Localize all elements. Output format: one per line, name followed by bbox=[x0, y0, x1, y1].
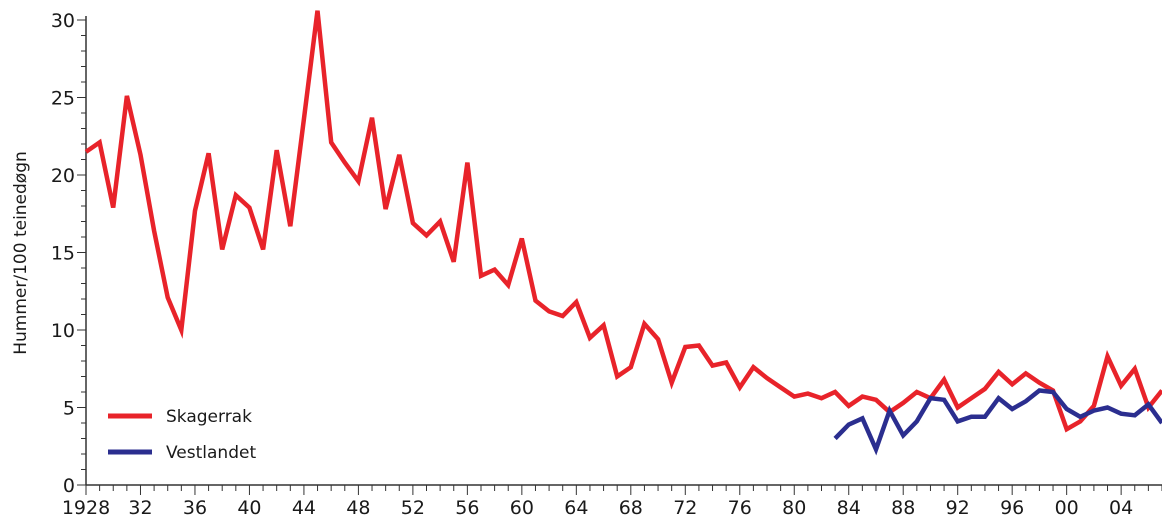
x-tick-label: 44 bbox=[292, 497, 316, 518]
y-tick-label: 25 bbox=[51, 88, 75, 110]
x-tick-label: 88 bbox=[891, 497, 915, 518]
y-tick-label: 5 bbox=[63, 398, 75, 420]
x-tick-label: 56 bbox=[455, 497, 479, 518]
y-tick-label: 15 bbox=[51, 243, 75, 265]
x-tick-label: 60 bbox=[510, 497, 534, 518]
y-tick-label: 20 bbox=[51, 165, 75, 187]
legend: Skagerrak Vestlandet bbox=[108, 407, 256, 463]
x-tick-label: 40 bbox=[237, 497, 261, 518]
x-tick-label: 64 bbox=[564, 497, 588, 518]
x-tick-label: 84 bbox=[837, 497, 861, 518]
legend-label-skagerrak: Skagerrak bbox=[166, 407, 252, 427]
x-tick-label: 80 bbox=[782, 497, 806, 518]
y-tick-label: 0 bbox=[63, 475, 75, 497]
x-tick-label: 92 bbox=[946, 497, 970, 518]
series-line-vestlandet bbox=[833, 388, 1162, 456]
x-tick-label: 00 bbox=[1055, 497, 1079, 518]
x-tick-label: 96 bbox=[1000, 497, 1024, 518]
y-axis-title: Hummer/100 teinedøgn bbox=[11, 151, 31, 355]
x-tick-label: 32 bbox=[128, 497, 152, 518]
y-tick-label: 30 bbox=[51, 10, 75, 32]
series-layer bbox=[84, 10, 1162, 456]
legend-label-vestlandet: Vestlandet bbox=[166, 443, 256, 463]
x-tick-label: 1928 bbox=[62, 497, 110, 518]
x-tick-label: 76 bbox=[728, 497, 752, 518]
x-tick-label: 52 bbox=[401, 497, 425, 518]
x-tick-label: 68 bbox=[619, 497, 643, 518]
y-tick-label: 10 bbox=[51, 320, 75, 342]
x-tick-label: 36 bbox=[183, 497, 207, 518]
x-tick-label: 04 bbox=[1109, 497, 1133, 518]
axes: 0 5 10 15 20 25 30 1928 32 36 40 44 48 52 56 60 64 68 72 76… bbox=[51, 10, 1162, 518]
x-tick-label: 48 bbox=[346, 497, 370, 518]
series-line-skagerrak bbox=[84, 10, 1162, 433]
x-tick-label: 72 bbox=[673, 497, 697, 518]
